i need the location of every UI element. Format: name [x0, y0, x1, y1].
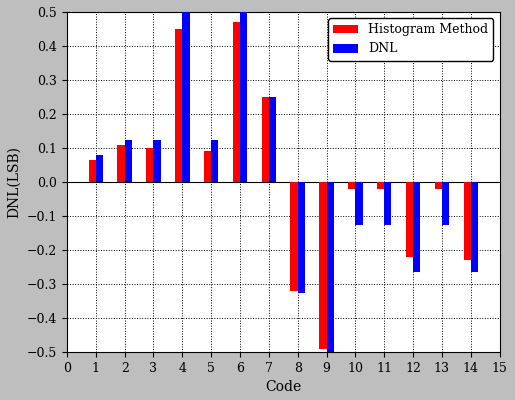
- Bar: [435, 182, 442, 189]
- Bar: [262, 97, 269, 182]
- Y-axis label: DNL(LSB): DNL(LSB): [7, 146, 21, 218]
- Bar: [348, 182, 355, 189]
- X-axis label: Code: Code: [265, 380, 301, 394]
- Bar: [233, 22, 240, 182]
- Bar: [413, 182, 420, 272]
- Bar: [269, 97, 276, 182]
- Bar: [327, 182, 334, 352]
- Bar: [146, 148, 153, 182]
- Bar: [240, 12, 247, 182]
- Bar: [96, 155, 103, 182]
- Bar: [406, 182, 413, 257]
- Bar: [175, 29, 182, 182]
- Bar: [204, 151, 211, 182]
- Bar: [355, 182, 363, 224]
- Bar: [182, 12, 190, 182]
- Bar: [211, 140, 218, 182]
- Bar: [471, 182, 478, 272]
- Bar: [298, 182, 305, 292]
- Bar: [125, 140, 132, 182]
- Bar: [89, 160, 96, 182]
- Bar: [319, 182, 327, 348]
- Bar: [377, 182, 384, 189]
- Bar: [290, 182, 298, 291]
- Legend: Histogram Method, DNL: Histogram Method, DNL: [328, 18, 493, 60]
- Bar: [117, 144, 125, 182]
- Bar: [384, 182, 391, 224]
- Bar: [153, 140, 161, 182]
- Bar: [464, 182, 471, 260]
- Bar: [442, 182, 449, 224]
